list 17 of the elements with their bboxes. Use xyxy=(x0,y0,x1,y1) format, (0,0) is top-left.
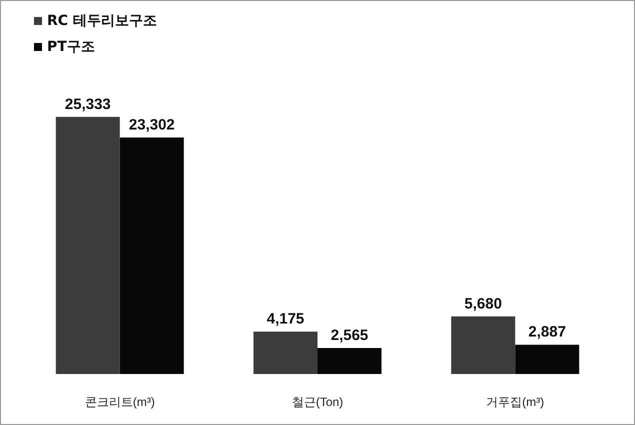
x-tick-label: 거푸집(m³) xyxy=(486,395,544,409)
bar xyxy=(254,332,318,374)
data-label: 5,680 xyxy=(464,295,502,312)
data-label: 4,175 xyxy=(266,310,304,328)
x-tick-label: 철근(Ton) xyxy=(292,395,344,409)
bar xyxy=(451,316,516,374)
legend-label: PT구조 xyxy=(47,39,95,55)
data-label: 25,333 xyxy=(64,96,111,113)
data-label: 2,887 xyxy=(528,324,566,341)
data-label: 2,565 xyxy=(330,326,368,344)
bar xyxy=(515,344,580,374)
bar xyxy=(56,116,120,374)
legend-label: RC 테두리보구조 xyxy=(47,13,157,29)
bar xyxy=(120,137,184,374)
x-tick-label: 콘크리트(m³) xyxy=(84,395,155,409)
data-label: 23,302 xyxy=(128,116,175,134)
bar xyxy=(318,348,382,374)
